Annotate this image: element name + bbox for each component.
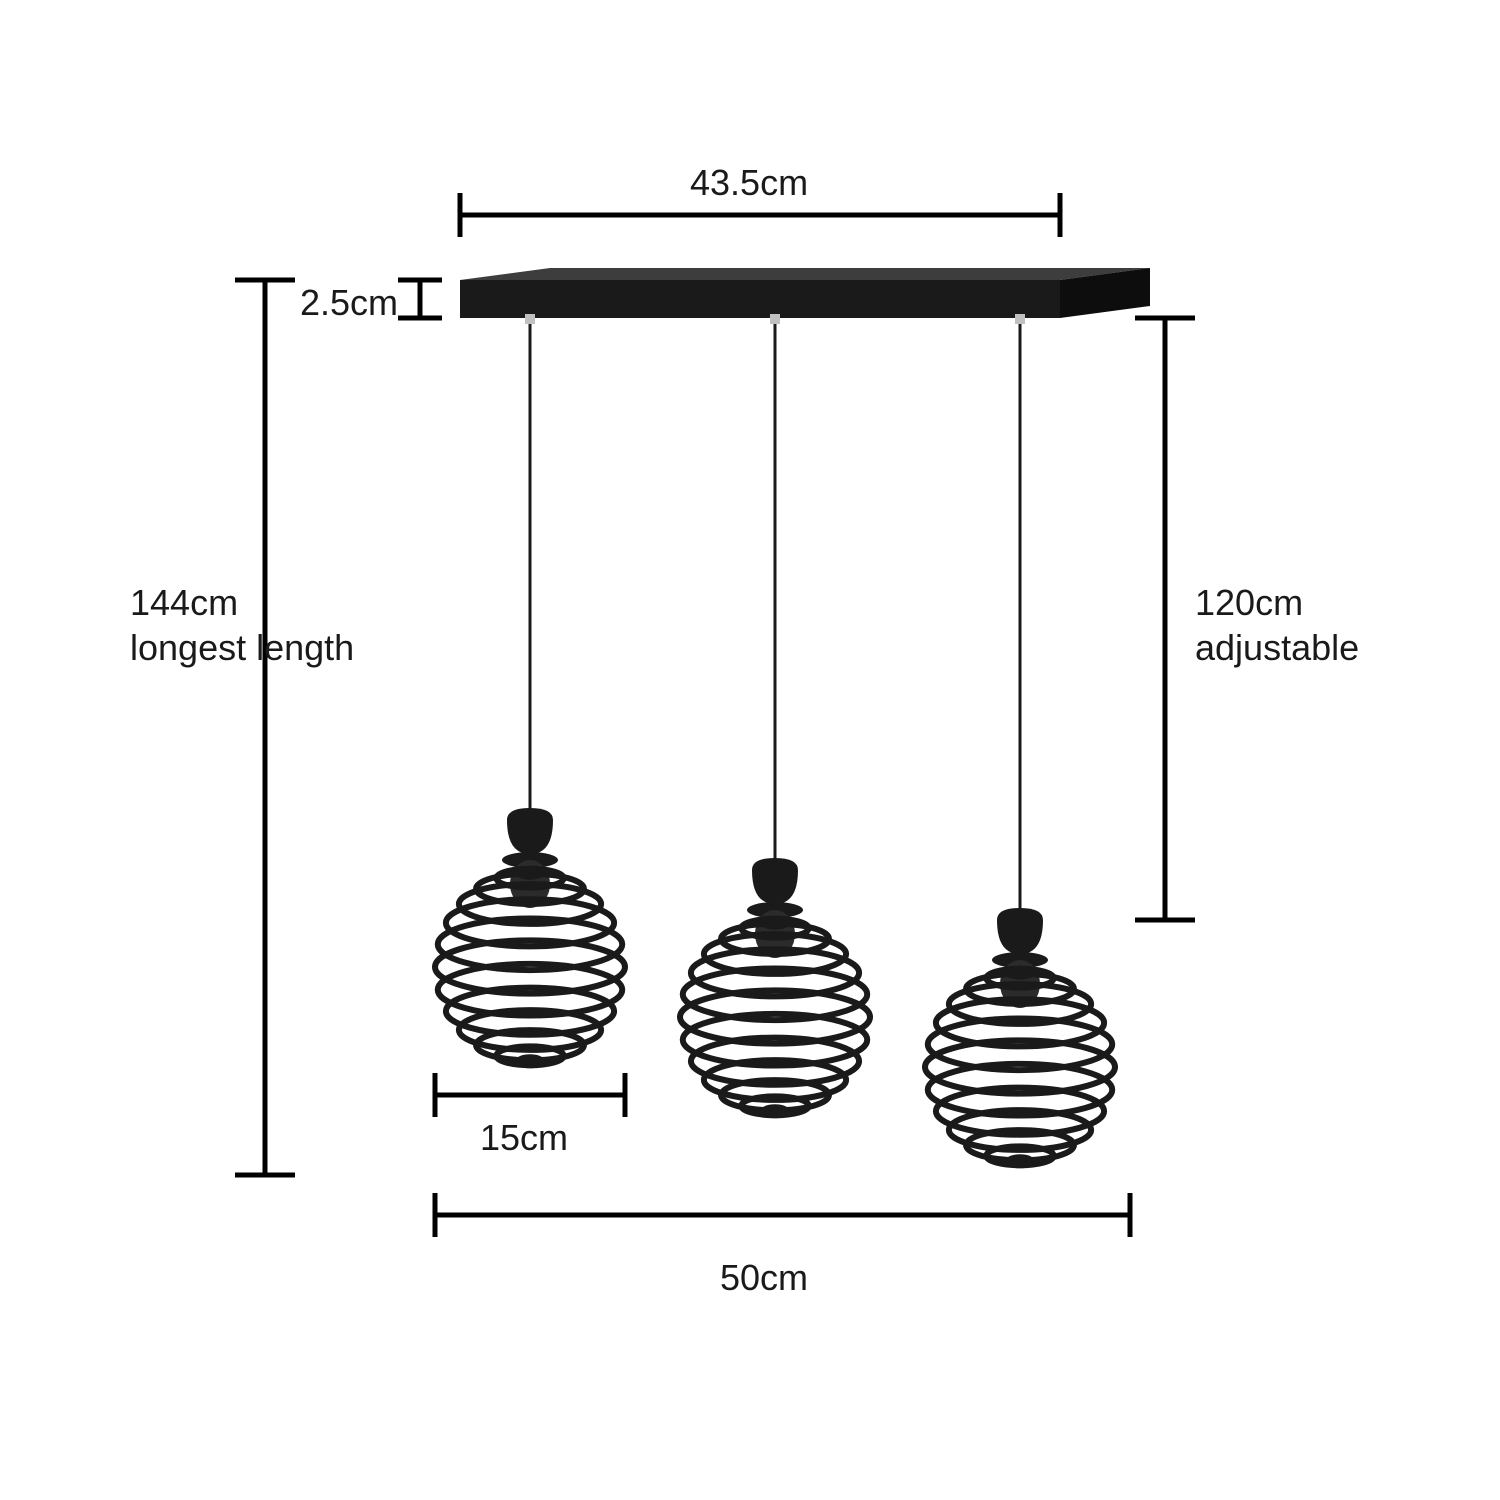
label-cord-length-note: adjustable bbox=[1195, 625, 1359, 670]
diagram-stage: 43.5cm 2.5cm 144cm longest length 120cm … bbox=[0, 0, 1500, 1500]
label-total-height-note: longest length bbox=[130, 625, 354, 670]
label-cord-length-value: 120cm bbox=[1195, 580, 1303, 625]
label-overall-width: 50cm bbox=[720, 1255, 808, 1300]
label-shade-diameter: 15cm bbox=[480, 1115, 568, 1160]
label-top-width: 43.5cm bbox=[690, 160, 808, 205]
label-total-height-value: 144cm bbox=[130, 580, 238, 625]
label-mount-height: 2.5cm bbox=[300, 280, 398, 325]
